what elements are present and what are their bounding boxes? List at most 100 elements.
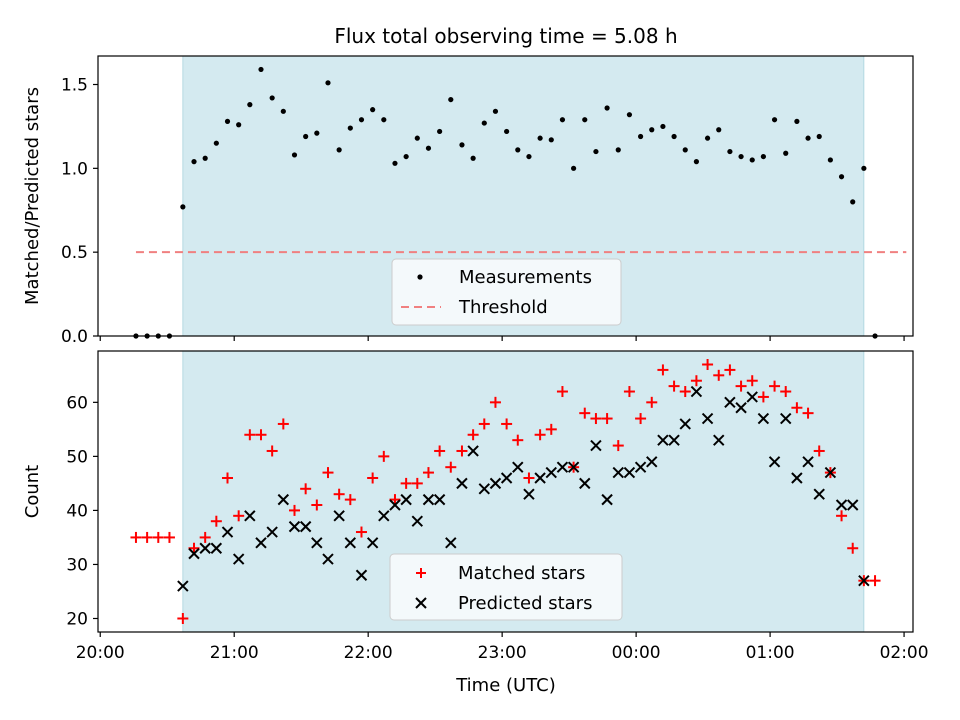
predicted-star-stroke (668, 434, 680, 446)
y-tick-label: 1.5 (61, 76, 88, 96)
predicted-star-stroke (400, 493, 412, 506)
x-tick-label: 23:00 (478, 643, 527, 663)
x-axis-ticks: 20:00 21:00 22:00 23:00 00:00 01:00 02:00 (76, 632, 929, 663)
predicted-star-point (299, 520, 312, 533)
predicted-star-point (523, 488, 535, 500)
measurement-point (660, 123, 666, 130)
matched-star-point (478, 418, 490, 430)
x-tick-label: 02:00 (880, 643, 929, 663)
y-tick-label: 60 (66, 393, 88, 413)
legend-box (391, 258, 622, 326)
measurement-point (325, 80, 331, 86)
measurement-point (470, 155, 476, 161)
predicted-star-stroke (311, 537, 323, 549)
predicted-star-point (512, 461, 524, 473)
measurement-point (704, 135, 711, 141)
predicted-star-stroke (177, 580, 189, 592)
measurement-point (838, 174, 845, 180)
predicted-star-point (355, 569, 368, 581)
predicted-star-point (422, 493, 435, 506)
predicted-star-stroke (534, 472, 546, 484)
matched-star-point (579, 407, 591, 419)
chart-title: Flux total observing time = 5.08 h (334, 24, 677, 48)
predicted-star-stroke (567, 461, 580, 473)
y-axis-label: Count (22, 465, 43, 518)
predicted-star-stroke (835, 499, 848, 511)
matched-star-point (735, 380, 747, 392)
predicted-star-stroke (780, 412, 792, 425)
matched-star-point (780, 386, 792, 398)
predicted-star-point (579, 477, 591, 490)
matched-star-point (456, 445, 468, 457)
matched-star-point (690, 375, 702, 387)
predicted-star-stroke (188, 547, 200, 560)
predicted-star-point (467, 445, 479, 457)
predicted-star-stroke (322, 553, 334, 565)
predicted-star-point (445, 537, 457, 549)
matched-star-point (188, 542, 200, 554)
predicted-star-point (835, 499, 848, 511)
predicted-star-point (646, 456, 658, 468)
predicted-star-stroke (824, 466, 837, 479)
predicted-star-stroke (433, 493, 446, 506)
measurement-point (336, 147, 342, 153)
predicted-star-stroke (210, 542, 223, 554)
measurement-point (559, 117, 566, 123)
measurement-point (224, 118, 231, 124)
y-tick-label: 20 (66, 609, 88, 629)
predicted-star-stroke (333, 510, 345, 522)
predicted-star-stroke (266, 526, 278, 538)
predicted-star-point (433, 493, 446, 506)
matched-star-point (713, 369, 725, 381)
measurement-point (448, 96, 454, 103)
measurement-point (783, 150, 789, 156)
predicted-star-point (400, 493, 412, 506)
measurement-point (492, 108, 499, 114)
measurement-point (727, 148, 733, 155)
matched-star-point (679, 386, 691, 398)
predicted-star-stroke (221, 526, 234, 538)
x-tick-label: 21:00 (210, 643, 259, 663)
predicted-star-stroke (657, 434, 669, 446)
matched-star-point (266, 445, 278, 457)
measurement-point (861, 165, 867, 171)
predicted-star-point (534, 472, 546, 484)
predicted-star-stroke (746, 391, 758, 403)
predicted-star-stroke (244, 510, 256, 522)
predicted-star-point (288, 520, 301, 533)
matched-star-point (534, 429, 546, 441)
matched-star-point (333, 488, 345, 500)
predicted-star-stroke (735, 402, 747, 414)
x-axis-ticks (99, 336, 905, 341)
measurement-point (604, 105, 610, 111)
predicted-star-point (668, 434, 680, 446)
matched-star-point (489, 396, 501, 408)
predicted-star-point (746, 391, 758, 403)
measurement-point (805, 135, 811, 141)
predicted-star-point (757, 412, 770, 425)
matched-star-point (501, 418, 513, 430)
legend-label-matched: Matched stars (458, 563, 585, 584)
y-tick-label: 1.0 (61, 159, 88, 179)
legend-marker-matched (416, 568, 426, 578)
predicted-star-stroke (847, 499, 859, 511)
predicted-star-point (378, 510, 390, 522)
measurement-point (794, 118, 800, 124)
matched-star-point (523, 472, 535, 484)
predicted-star-stroke (646, 456, 658, 468)
measurement-point (760, 153, 766, 160)
measurement-point (682, 147, 688, 153)
predicted-star-stroke (545, 466, 557, 479)
predicted-star-point (266, 526, 278, 538)
measurement-point (191, 159, 197, 165)
y-tick-label: 30 (66, 555, 88, 575)
measurement-point (571, 165, 577, 171)
predicted-star-stroke (612, 466, 624, 479)
measurement-point (693, 159, 700, 165)
predicted-star-point (411, 515, 424, 527)
legend: Measurements Threshold (391, 258, 622, 326)
matched-star-point (130, 531, 142, 543)
measurement-point (236, 122, 242, 128)
matched-star-point (869, 575, 881, 587)
predicted-star-stroke (355, 569, 368, 581)
